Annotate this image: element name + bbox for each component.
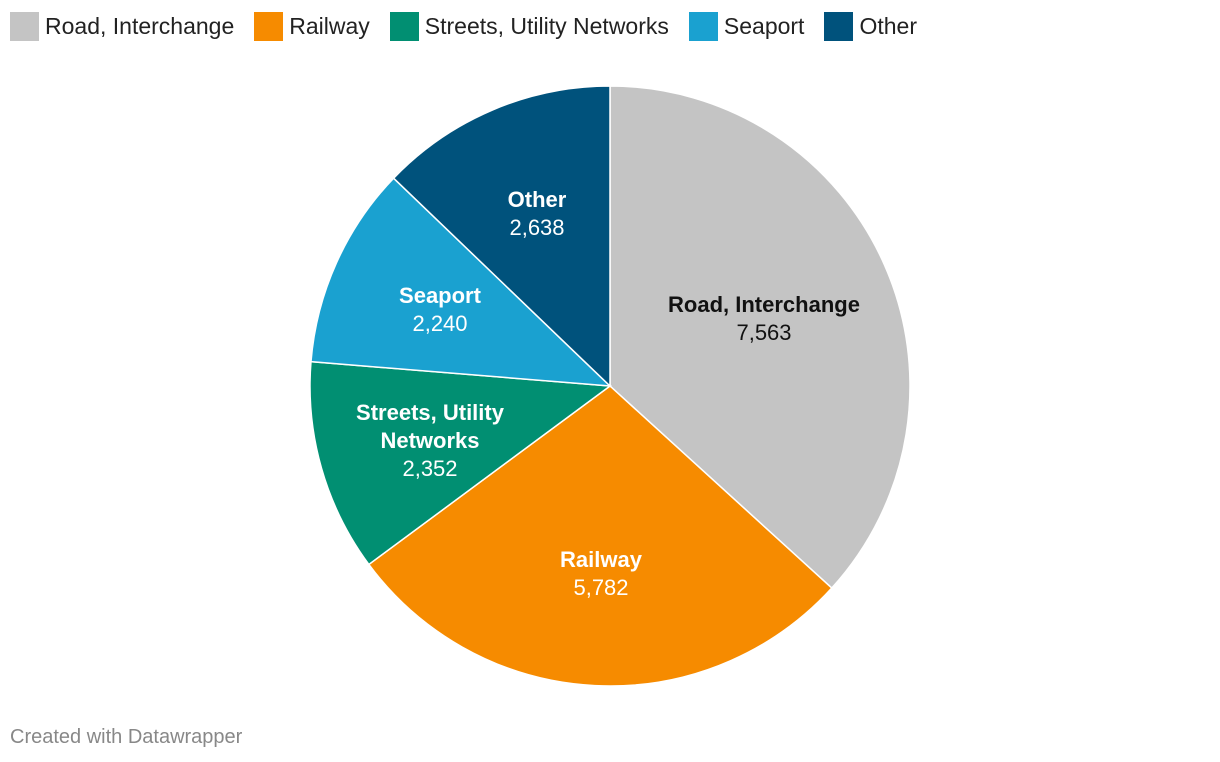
slice-value-seaport: 2,240 <box>412 311 467 336</box>
legend-item-streets-utility-networks: Streets, Utility Networks <box>389 12 669 41</box>
chart-legend: Road, Interchange Railway Streets, Utili… <box>10 12 937 41</box>
legend-swatch <box>824 12 854 41</box>
pie-slice-road-interchange <box>609 85 911 590</box>
legend-swatch <box>254 12 284 41</box>
pie-slice-streets-utility-networks <box>309 360 613 566</box>
slice-value-railway: 5,782 <box>573 575 628 600</box>
legend-item-other: Other <box>824 12 917 41</box>
legend-swatch <box>688 12 718 41</box>
slice-label-streets-utility-networks-line-1: Streets, Utility <box>356 400 505 425</box>
slice-label-road-interchange: Road, Interchange <box>668 292 860 317</box>
pie-slice-railway <box>367 385 833 687</box>
pie-slice-seaport <box>310 177 613 387</box>
slice-label-other: Other <box>508 187 567 212</box>
legend-item-railway: Railway <box>254 12 370 41</box>
slice-value-other: 2,638 <box>509 215 564 240</box>
legend-label: Streets, Utility Networks <box>424 13 669 39</box>
legend-item-road-interchange: Road, Interchange <box>10 12 234 41</box>
slice-value-streets-utility-networks: 2,352 <box>402 456 457 481</box>
legend-label: Seaport <box>723 13 805 39</box>
slice-label-railway: Railway <box>560 547 643 572</box>
slice-label-streets-utility-networks-line-2: Networks <box>380 428 479 453</box>
legend-item-seaport: Seaport <box>688 12 805 41</box>
legend-label: Railway <box>289 13 370 39</box>
slice-label-seaport: Seaport <box>399 283 482 308</box>
slice-value-road-interchange: 7,563 <box>736 320 791 345</box>
legend-swatch <box>389 12 419 41</box>
legend-label: Other <box>859 13 917 39</box>
datawrapper-credit: Created with Datawrapper <box>10 726 243 748</box>
legend-label: Road, Interchange <box>45 13 235 39</box>
legend-swatch <box>10 12 39 41</box>
pie-slice-other <box>392 85 611 388</box>
